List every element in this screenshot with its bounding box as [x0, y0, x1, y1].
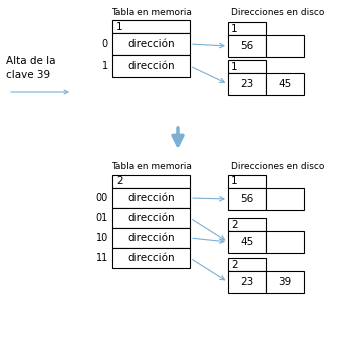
- Bar: [112, 248, 190, 268]
- Bar: [266, 35, 304, 57]
- Bar: [228, 218, 266, 231]
- Bar: [228, 271, 266, 293]
- Text: dirección: dirección: [127, 61, 175, 71]
- Bar: [112, 20, 190, 33]
- Text: dirección: dirección: [127, 233, 175, 243]
- Bar: [228, 175, 266, 188]
- Text: 01: 01: [96, 213, 108, 223]
- Bar: [228, 231, 266, 253]
- Text: dirección: dirección: [127, 39, 175, 49]
- Text: 45: 45: [240, 237, 253, 247]
- Bar: [112, 228, 190, 248]
- Text: 1: 1: [102, 61, 108, 71]
- Text: Tabla en memoria: Tabla en memoria: [111, 8, 192, 17]
- Text: 11: 11: [96, 253, 108, 263]
- Text: 23: 23: [240, 277, 253, 287]
- Bar: [112, 208, 190, 228]
- Text: 1: 1: [231, 62, 238, 71]
- Bar: [228, 73, 266, 95]
- Text: 00: 00: [96, 193, 108, 203]
- Bar: [266, 73, 304, 95]
- Text: 45: 45: [278, 79, 292, 89]
- Text: 1: 1: [231, 24, 238, 33]
- Text: 56: 56: [240, 194, 253, 204]
- Bar: [112, 188, 190, 208]
- Bar: [228, 60, 266, 73]
- Text: 39: 39: [278, 277, 292, 287]
- Text: Tabla en memoria: Tabla en memoria: [111, 162, 192, 171]
- Bar: [228, 35, 266, 57]
- Bar: [112, 175, 190, 188]
- Text: Direcciones en disco: Direcciones en disco: [231, 162, 325, 171]
- Text: 2: 2: [231, 220, 238, 229]
- Bar: [266, 188, 304, 210]
- Text: Alta de la
clave 39: Alta de la clave 39: [6, 56, 55, 80]
- Text: 1: 1: [231, 176, 238, 187]
- Bar: [228, 258, 266, 271]
- Bar: [228, 188, 266, 210]
- Bar: [112, 55, 190, 77]
- Bar: [266, 231, 304, 253]
- Text: Direcciones en disco: Direcciones en disco: [231, 8, 325, 17]
- Text: dirección: dirección: [127, 253, 175, 263]
- Text: 0: 0: [102, 39, 108, 49]
- Bar: [266, 271, 304, 293]
- Bar: [228, 22, 266, 35]
- Text: 56: 56: [240, 41, 253, 51]
- Text: 23: 23: [240, 79, 253, 89]
- Text: 1: 1: [116, 22, 122, 32]
- Text: 2: 2: [231, 260, 238, 269]
- Bar: [112, 33, 190, 55]
- Text: 2: 2: [116, 176, 122, 187]
- Text: dirección: dirección: [127, 213, 175, 223]
- Text: dirección: dirección: [127, 193, 175, 203]
- Text: 10: 10: [96, 233, 108, 243]
